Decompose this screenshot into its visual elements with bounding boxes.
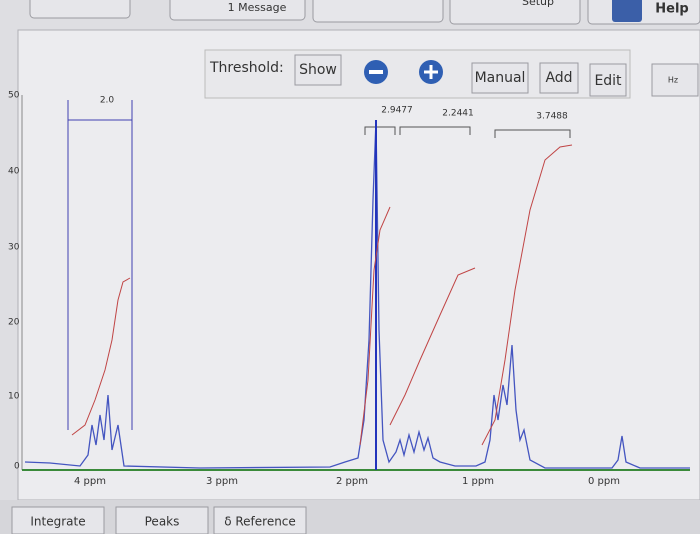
y-tick-label: 40	[8, 167, 20, 177]
integral-label: 2.9477	[381, 106, 413, 116]
toolbar-button[interactable]	[29, 0, 131, 19]
integral-curve	[359, 206, 391, 446]
reference-label: δ Reference	[224, 515, 296, 529]
add-label: Add	[545, 70, 572, 86]
peaks-label: Peaks	[145, 515, 180, 529]
add-button[interactable]	[539, 62, 579, 94]
integrate-tab[interactable]	[11, 506, 105, 534]
setup-label: Setup	[522, 0, 554, 8]
y-tick-label: 10	[8, 392, 20, 402]
plot-area	[17, 29, 700, 501]
integral-curve	[71, 277, 131, 436]
manual-button[interactable]	[471, 62, 529, 94]
hz-label: Hz	[668, 76, 678, 85]
setup-button[interactable]	[449, 0, 581, 25]
show-label: Show	[299, 62, 337, 78]
manual-label: Manual	[475, 70, 526, 86]
hz-button[interactable]	[651, 63, 699, 97]
integral-label: 2.2441	[442, 109, 474, 119]
y-tick-label: 50	[8, 91, 20, 101]
plus-icon	[424, 65, 438, 79]
toolbar-button[interactable]	[312, 0, 444, 23]
x-tick-label: 2 ppm	[336, 476, 368, 487]
tab-bar	[0, 500, 700, 534]
integral-curve	[389, 267, 476, 426]
minus-icon	[369, 70, 383, 74]
integral-curve	[481, 144, 573, 446]
reference-tab[interactable]	[213, 506, 307, 534]
integral-bracket	[364, 126, 571, 138]
x-tick-label: 3 ppm	[206, 476, 238, 487]
x-tick-label: 0 ppm	[588, 476, 620, 487]
integral-label: 3.7488	[536, 112, 568, 122]
threshold-label: Threshold:	[209, 60, 284, 76]
x-tick-label: 4 ppm	[74, 476, 106, 487]
message-button[interactable]	[169, 0, 306, 21]
edit-button[interactable]	[589, 63, 627, 97]
peaks-tab[interactable]	[115, 506, 209, 534]
spectrum	[24, 119, 690, 469]
y-tick-label: 20	[8, 318, 20, 328]
integral-label: 2.0	[100, 96, 115, 106]
message-label: 1 Message	[228, 1, 287, 14]
y-tick-label: 0	[14, 462, 20, 472]
help-icon	[612, 0, 642, 22]
y-tick-label: 30	[8, 243, 20, 253]
x-tick-label: 1 ppm	[462, 476, 494, 487]
help-label: Help	[655, 2, 688, 17]
show-button[interactable]	[294, 54, 342, 86]
integrate-label: Integrate	[30, 515, 85, 529]
integral-region	[67, 100, 133, 430]
edit-label: Edit	[594, 73, 622, 89]
